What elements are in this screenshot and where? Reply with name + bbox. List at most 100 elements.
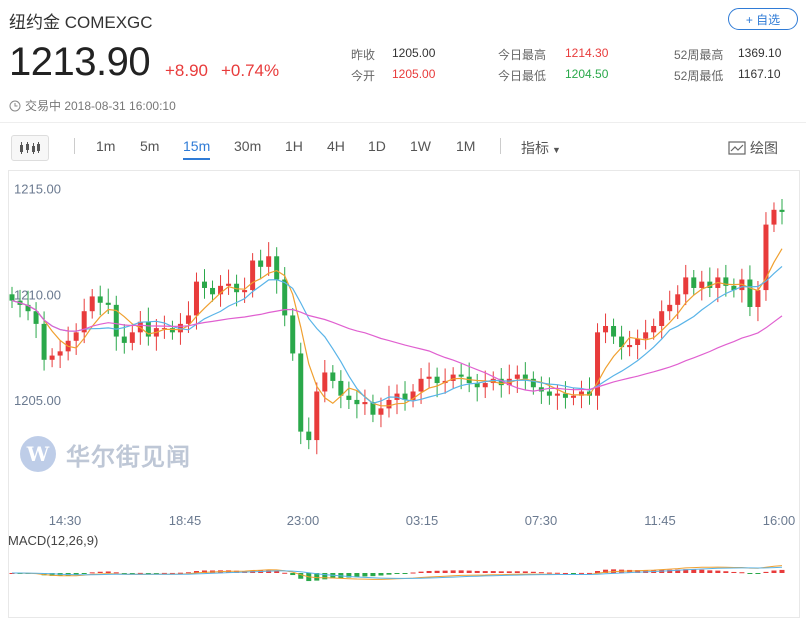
candle-up	[755, 290, 761, 307]
macd-bar	[538, 572, 544, 574]
candle-up	[57, 351, 63, 356]
timeframe-5m[interactable]: 5m	[140, 138, 160, 154]
x-tick-label: 18:45	[169, 513, 202, 528]
candle-down	[210, 287, 216, 295]
candle-up	[603, 325, 609, 333]
macd-bar	[177, 572, 183, 574]
drawing-icon	[728, 141, 746, 155]
candle-up	[667, 304, 673, 312]
toolbar-divider	[74, 138, 75, 154]
candle-down	[723, 277, 729, 286]
macd-bar	[185, 572, 191, 574]
candle-down	[33, 311, 39, 324]
macd-bar	[129, 573, 135, 574]
macd-bar	[169, 572, 175, 574]
timeframe-1mo[interactable]: 1M	[456, 138, 476, 154]
macd-bar	[458, 570, 464, 573]
macd-bar	[89, 572, 95, 574]
candle-up	[675, 294, 681, 305]
candle-up	[554, 393, 560, 396]
ma-line-5	[11, 248, 783, 407]
macd-bar	[771, 570, 777, 573]
current-price: 1213.90	[9, 40, 151, 84]
candle-up	[218, 285, 224, 295]
candle-down	[97, 296, 103, 303]
macd-bar	[121, 573, 127, 574]
y-tick-label: 1215.00	[14, 182, 61, 197]
candle-up	[226, 283, 232, 286]
candle-down	[370, 402, 376, 415]
x-tick-label: 14:30	[49, 513, 82, 528]
macd-bar	[506, 571, 512, 573]
candle-down	[202, 281, 207, 288]
candle-down	[458, 374, 464, 377]
timeframe-30m[interactable]: 30m	[234, 138, 262, 154]
candle-up	[490, 378, 496, 384]
candle-up	[49, 355, 55, 360]
add-favorite-button[interactable]: + 自选	[728, 8, 798, 30]
stat-52w-high: 52周最高 1369.10	[674, 46, 781, 63]
candle-down	[274, 256, 280, 280]
macd-bar	[595, 571, 601, 573]
watermark: W 华尔街见闻	[18, 434, 191, 474]
macd-bar	[282, 572, 288, 574]
timeframe-15m[interactable]: 15m	[183, 138, 211, 160]
macd-bar	[498, 571, 504, 573]
draw-button[interactable]: 绘图	[728, 138, 778, 158]
macd-bar	[490, 571, 496, 573]
timeframe-1h[interactable]: 1H	[285, 138, 303, 154]
macd-bar	[81, 573, 87, 574]
timeframe-1m[interactable]: 1m	[96, 138, 116, 154]
candle-down	[619, 336, 625, 348]
stat-high: 今日最高 1214.30	[498, 46, 608, 63]
macd-bar	[97, 571, 103, 573]
macd-bar	[739, 572, 745, 574]
candle-up	[426, 376, 432, 379]
candle-down	[346, 395, 352, 400]
macd-bar	[755, 573, 761, 574]
candle-up	[89, 296, 95, 312]
stat-label: 今开	[351, 69, 376, 83]
candle-down	[546, 391, 552, 396]
macd-bar	[514, 571, 520, 573]
timeframe-1d[interactable]: 1D	[368, 138, 386, 154]
candle-down	[402, 393, 408, 400]
macd-dif-line	[11, 565, 783, 580]
candle-down	[306, 431, 312, 441]
timeframe-1w[interactable]: 1W	[410, 138, 431, 154]
stat-label: 今日最低	[498, 69, 547, 83]
candle-up	[643, 332, 649, 339]
candle-down	[282, 279, 288, 316]
candle-down	[25, 304, 31, 312]
candle-down	[105, 302, 111, 305]
x-tick-label: 11:45	[644, 513, 676, 528]
macd-bar	[667, 569, 673, 573]
candle-down	[169, 328, 175, 333]
stat-low: 今日最低 1204.50	[498, 67, 608, 84]
wallstreetcn-logo-icon: W	[20, 436, 56, 472]
macd-bar	[394, 573, 400, 574]
stat-label: 52周最低	[674, 69, 724, 83]
candle-down	[41, 323, 47, 360]
macd-bar	[482, 571, 488, 573]
macd-bar	[603, 569, 609, 573]
candle-down	[338, 380, 344, 396]
candle-down	[611, 325, 617, 337]
stat-value: 1167.10	[738, 67, 781, 81]
macd-bar	[193, 571, 199, 573]
candle-down	[258, 260, 264, 267]
candle-up	[699, 281, 705, 288]
indicator-dropdown[interactable]: 指标 ▼	[521, 138, 561, 158]
macd-bar	[137, 572, 143, 574]
price-chart-panel[interactable]	[8, 170, 800, 618]
candle-up	[763, 224, 769, 291]
chart-type-button[interactable]	[11, 135, 49, 161]
timeframe-4h[interactable]: 4H	[327, 138, 345, 154]
macd-bar	[402, 573, 408, 574]
candle-up	[659, 311, 665, 326]
macd-bar	[290, 573, 296, 576]
ma-line-10	[11, 265, 783, 404]
macd-bar	[763, 571, 769, 573]
draw-label: 绘图	[750, 140, 778, 156]
